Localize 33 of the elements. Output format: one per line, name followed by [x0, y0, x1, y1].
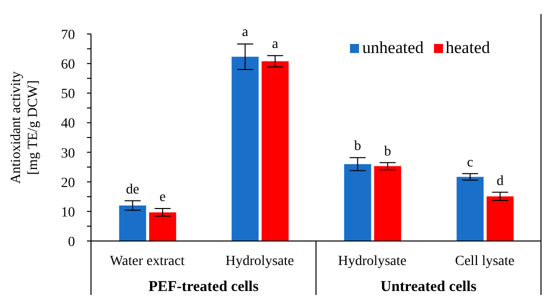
bar	[374, 166, 402, 241]
y-tick-label: 40	[61, 116, 75, 132]
data-label: b	[354, 138, 362, 154]
text: PEF-treated cells	[148, 279, 259, 295]
x-tick-label: Hydrolysate	[338, 254, 406, 269]
bar	[344, 164, 372, 241]
bar	[262, 61, 289, 241]
text: Untreated cells	[380, 279, 477, 295]
x-tick-label: Cell lysate	[455, 254, 514, 269]
y-tick-label: 60	[61, 58, 75, 73]
y-axis-title: Antioxidant activity [mg TE/g DCW]	[9, 71, 41, 184]
x-tick-label: Hydrolysate	[226, 254, 294, 269]
data-label: c	[467, 155, 474, 170]
y-tick-label: 30	[61, 146, 75, 162]
data-label: e	[160, 190, 166, 206]
legend-label: heated	[444, 38, 490, 58]
data-label: d	[496, 174, 504, 189]
data-label: a	[272, 37, 280, 52]
legend-label: unheated	[361, 38, 424, 58]
bar	[232, 56, 259, 241]
data-label: b	[384, 144, 392, 160]
y-tick-label: 20	[61, 176, 75, 191]
bar	[119, 206, 146, 241]
bar	[486, 196, 514, 241]
y-tick-label: 50	[61, 87, 75, 102]
y-tick-label: 10	[61, 205, 75, 220]
x-tick-label: Water extract	[110, 254, 185, 269]
data-label: de	[126, 182, 140, 198]
bar	[149, 212, 176, 241]
y-tick-label: 70	[61, 28, 75, 43]
data-label: a	[242, 24, 250, 40]
bar	[456, 176, 484, 241]
y-tick-label: 0	[68, 235, 75, 250]
